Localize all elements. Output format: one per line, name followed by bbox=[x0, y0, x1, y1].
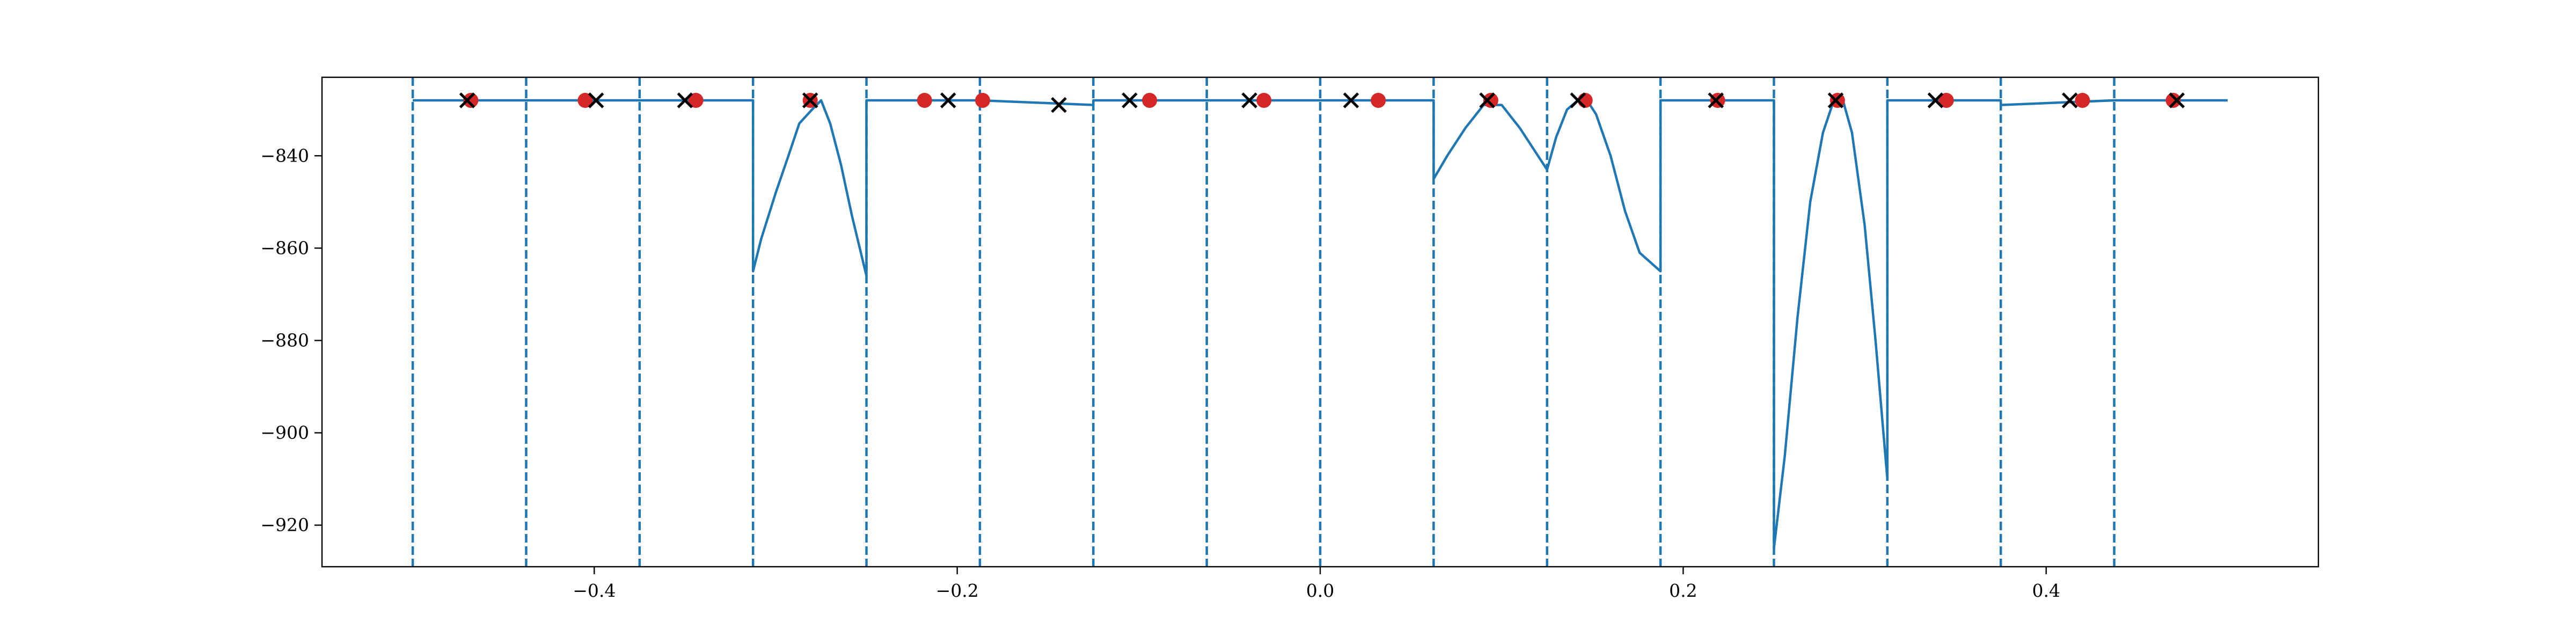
axes: −0.4 −0.2 0.0 0.2 0.4 −840 −860 −880 −900 −920 bbox=[260, 76, 2319, 601]
cross-marker bbox=[1570, 92, 1586, 108]
red-point bbox=[2075, 93, 2090, 108]
red-point bbox=[1577, 93, 1593, 108]
red-point bbox=[1142, 93, 1158, 108]
cross-marker bbox=[1479, 92, 1495, 108]
x-tick-label: −0.4 bbox=[573, 580, 616, 601]
red-point bbox=[975, 93, 990, 108]
cross-marker bbox=[1343, 92, 1359, 108]
cross-marker bbox=[1122, 92, 1138, 108]
cross-marker bbox=[802, 92, 818, 108]
red-point bbox=[917, 93, 932, 108]
cross-marker bbox=[459, 92, 475, 108]
cross-marker bbox=[2061, 92, 2078, 108]
red-point bbox=[1483, 93, 1498, 108]
plot-area bbox=[411, 77, 2228, 567]
cross-marker bbox=[1927, 92, 1944, 108]
red-point bbox=[2165, 93, 2181, 108]
red-point bbox=[1371, 93, 1386, 108]
cross-marker bbox=[2169, 92, 2185, 108]
cross-marker bbox=[1827, 92, 1844, 108]
cross-marker bbox=[677, 92, 693, 108]
x-tick-label: 0.0 bbox=[1306, 580, 1334, 601]
red-point bbox=[1256, 93, 1272, 108]
y-tick-label: −840 bbox=[260, 145, 309, 166]
x-tick-label: −0.2 bbox=[936, 580, 979, 601]
y-tick-label: −920 bbox=[260, 515, 309, 536]
y-tick-label: −860 bbox=[260, 237, 309, 258]
x-tick-label: 0.4 bbox=[2032, 580, 2060, 601]
cross-marker bbox=[1241, 92, 1257, 108]
red-point bbox=[577, 93, 593, 108]
cross-marker bbox=[940, 92, 956, 108]
energy-line bbox=[413, 99, 2228, 550]
x-tick-label: 0.2 bbox=[1669, 580, 1697, 601]
cross-marker bbox=[588, 92, 604, 108]
cross-marker bbox=[1708, 92, 1724, 108]
red-point bbox=[1938, 93, 1954, 108]
red-point bbox=[463, 93, 479, 108]
cross-marker bbox=[1051, 97, 1067, 113]
y-tick-label: −900 bbox=[260, 422, 309, 443]
red-point bbox=[688, 93, 704, 108]
y-tick-label: −880 bbox=[260, 330, 309, 350]
